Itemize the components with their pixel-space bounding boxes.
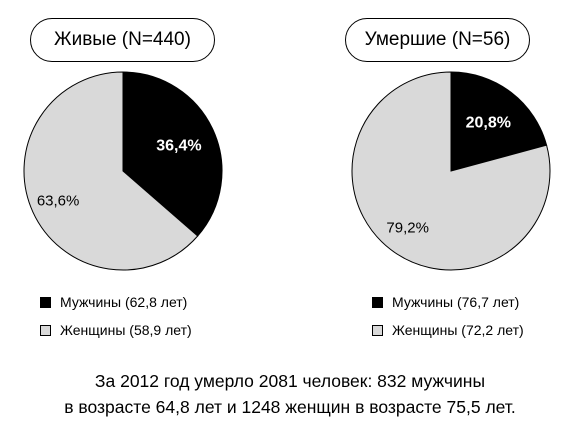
pie-data-label-women: 63,6% <box>37 193 80 210</box>
pie-title-alive: Живые (N=440) <box>30 18 215 62</box>
legend-swatch-men <box>40 296 51 308</box>
pie-slice-men <box>122 71 223 237</box>
legend-item-women-deceased: Женщины (72,2 лет) <box>372 322 524 338</box>
pie-data-label-women: 79,2% <box>386 220 429 237</box>
legend-alive: Мужчины (62,8 лет) Женщины (58,9 лет) <box>40 294 192 350</box>
caption-line-1: За 2012 год умерло 2081 человек: 832 муж… <box>94 371 486 391</box>
legend-label-women: Женщины (58,9 лет) <box>60 322 192 338</box>
legend-item-women-alive: Женщины (58,9 лет) <box>40 322 192 338</box>
pie-slice-men <box>450 71 548 172</box>
pie-slice-women <box>23 71 199 271</box>
pie-data-label-men: 20,8% <box>466 114 511 131</box>
legend-swatch-women <box>40 324 51 336</box>
legend-deceased: Мужчины (76,7 лет) Женщины (72,2 лет) <box>372 294 524 350</box>
pie-title-deceased: Умершие (N=56) <box>345 18 530 62</box>
legend-label-men: Мужчины (62,8 лет) <box>60 294 188 310</box>
legend-item-men-alive: Мужчины (62,8 лет) <box>40 294 192 310</box>
legend-swatch-women <box>372 324 383 336</box>
legend-swatch-men <box>372 296 383 308</box>
legend-label-men: Мужчины (76,7 лет) <box>392 294 520 310</box>
legend-item-men-deceased: Мужчины (76,7 лет) <box>372 294 524 310</box>
caption-line-2: в возрасте 64,8 лет и 1248 женщин в возр… <box>64 397 516 417</box>
legend-label-women: Женщины (72,2 лет) <box>392 322 524 338</box>
caption: За 2012 год умерло 2081 человек: 832 муж… <box>0 368 580 420</box>
pie-slice-women <box>351 71 551 271</box>
pie-data-label-men: 36,4% <box>156 138 201 155</box>
